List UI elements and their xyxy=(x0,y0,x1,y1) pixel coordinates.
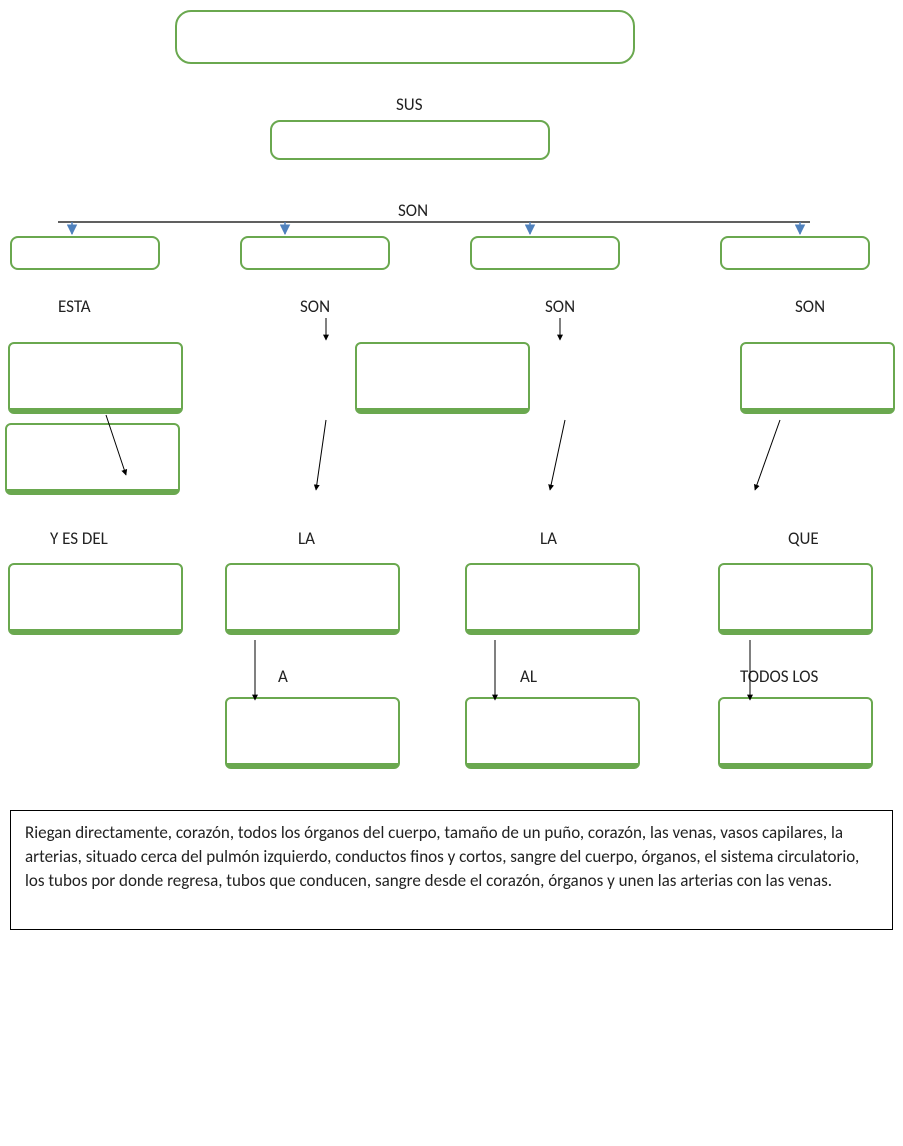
col1-mid-box xyxy=(8,342,183,414)
label-son-top: SON xyxy=(398,200,428,221)
col4-mid-box xyxy=(740,342,895,414)
col3-row-box xyxy=(465,563,640,635)
branch-box-3 xyxy=(470,236,620,270)
label-col1: ESTA xyxy=(58,296,91,317)
label-bottom-col2: A xyxy=(278,666,288,687)
word-bank: Riegan directamente, corazón, todos los … xyxy=(10,810,893,930)
branch-box-4 xyxy=(720,236,870,270)
label-bottom-col4: TODOS LOS xyxy=(740,666,818,687)
label-row-col4: QUE xyxy=(788,528,819,549)
label-col4: SON xyxy=(795,296,825,317)
label-sus: SUS xyxy=(396,94,423,115)
col4-row-box xyxy=(718,563,873,635)
label-col3: SON xyxy=(545,296,575,317)
col23-mid-box xyxy=(355,342,530,414)
col2-row-box xyxy=(225,563,400,635)
col2-bottom-box xyxy=(225,697,400,769)
label-row-col3: LA xyxy=(540,528,557,549)
col1-row-box xyxy=(8,563,183,635)
col4-bottom-box xyxy=(718,697,873,769)
label-row-col1: Y ES DEL xyxy=(50,528,108,549)
label-row-col2: LA xyxy=(298,528,315,549)
branch-box-2 xyxy=(240,236,390,270)
label-bottom-col3: AL xyxy=(520,666,537,687)
col1-mid2-box xyxy=(5,423,180,495)
sus-box xyxy=(270,120,550,160)
branch-box-1 xyxy=(10,236,160,270)
col3-bottom-box xyxy=(465,697,640,769)
title-box xyxy=(175,10,635,64)
label-col2: SON xyxy=(300,296,330,317)
